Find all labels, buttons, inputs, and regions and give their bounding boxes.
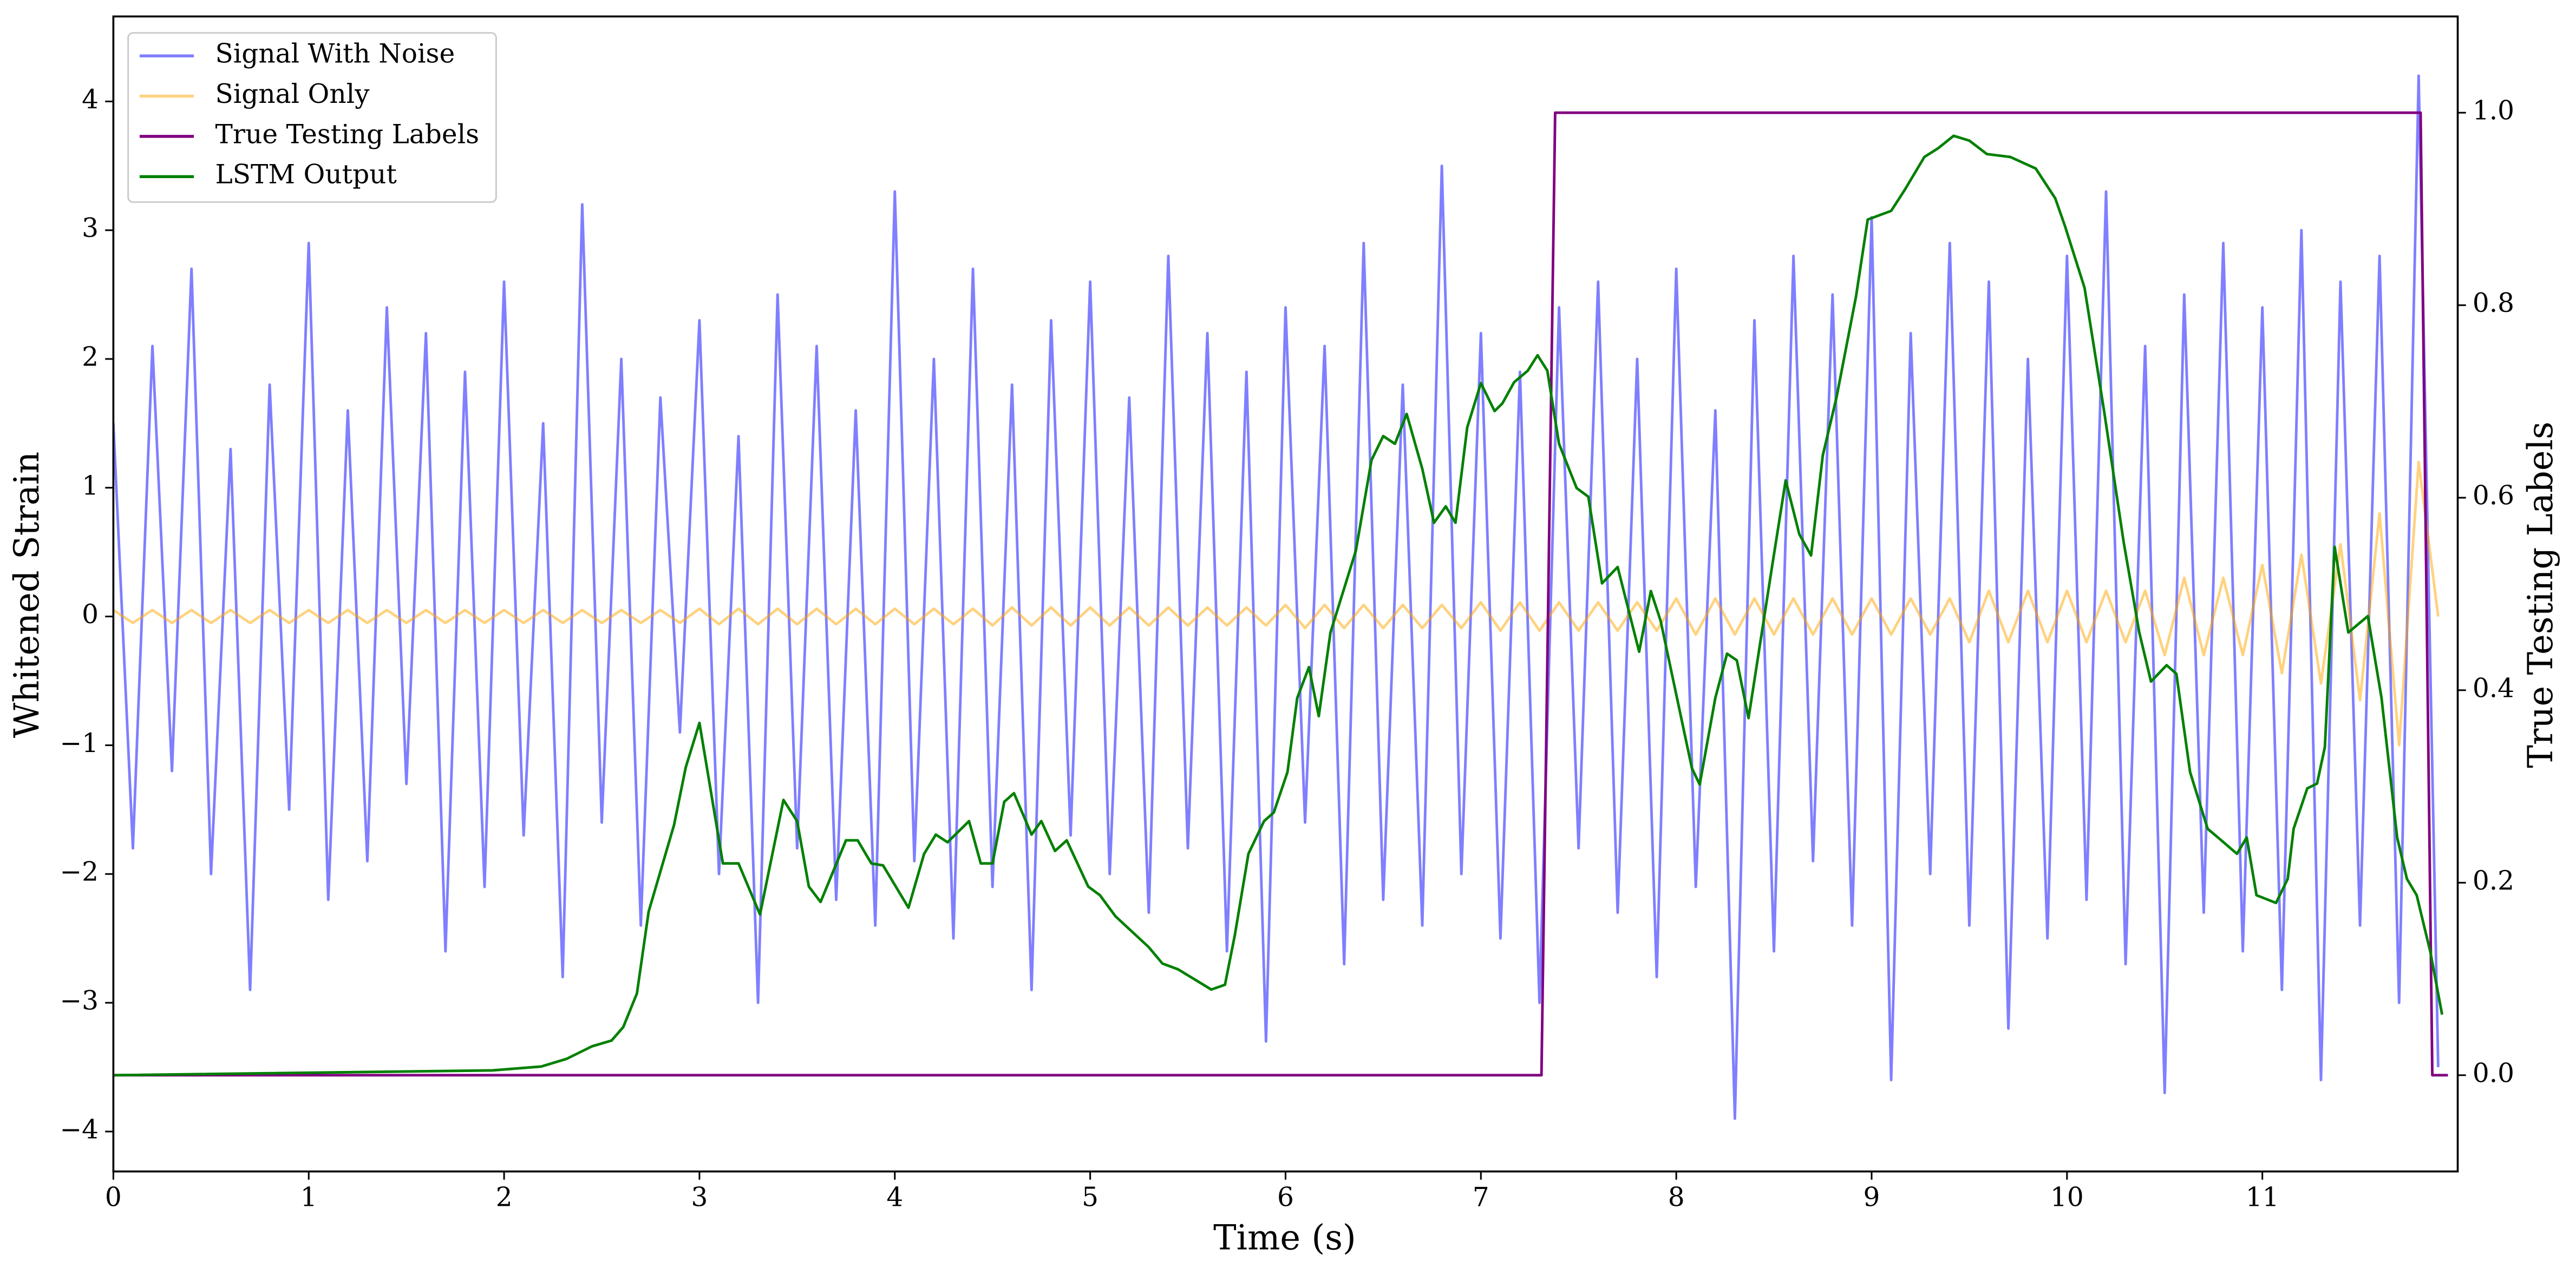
y2-tick-label: 0.2 — [2473, 866, 2514, 896]
series-line — [113, 74, 2440, 1120]
x-tick-label: 3 — [691, 1182, 708, 1213]
x-axis-title: Time (s) — [1213, 1218, 1356, 1258]
legend-label: Signal Only — [215, 79, 370, 109]
y2-tick-label: 0.8 — [2473, 288, 2514, 318]
y-tick-label: 4 — [82, 84, 99, 115]
y2-tick-label: 0.4 — [2473, 673, 2514, 703]
series-line — [113, 134, 2444, 1077]
y-tick-label: −2 — [60, 857, 99, 887]
y2-tick-label: 0.6 — [2473, 481, 2514, 511]
legend-label: True Testing Labels — [215, 119, 480, 149]
x-tick-label: 7 — [1473, 1182, 1489, 1213]
y-tick-label: −4 — [60, 1114, 99, 1145]
plot-frame — [112, 15, 2459, 1173]
series-line — [113, 111, 2448, 1077]
x-tick-label: 9 — [1864, 1182, 1880, 1213]
x-tick-label: 4 — [886, 1182, 903, 1213]
x-tick-label: 8 — [1668, 1182, 1685, 1213]
y-tick-label: −1 — [60, 728, 99, 759]
y-tick-label: 0 — [82, 599, 99, 630]
x-tick-label: 5 — [1082, 1182, 1099, 1213]
legend-label: LSTM Output — [215, 160, 397, 190]
y-tick-label: 2 — [82, 342, 99, 372]
x-tick-label: 2 — [496, 1182, 513, 1213]
x-tick-label: 1 — [300, 1182, 317, 1213]
y2-tick-label: 0.0 — [2473, 1058, 2514, 1088]
y-tick-label: 3 — [82, 213, 99, 244]
x-tick-label: 10 — [2050, 1182, 2084, 1213]
y-tick-label: −3 — [60, 986, 99, 1016]
y-axis-title: Whitened Strain — [7, 452, 47, 738]
y2-tick-label: 1.0 — [2473, 96, 2514, 126]
legend-box — [127, 32, 497, 203]
x-tick-label: 11 — [2246, 1182, 2279, 1213]
y2-axis-title: True Testing Labels — [2521, 422, 2561, 768]
y-tick-label: 1 — [82, 471, 99, 501]
series-line — [113, 460, 2440, 747]
plot-area — [113, 74, 2448, 1120]
x-tick-label: 0 — [105, 1182, 122, 1213]
x-tick-label: 6 — [1277, 1182, 1294, 1213]
legend: Signal With Noise Signal Only True Testing… — [127, 32, 497, 203]
legend-label: Signal With Noise — [215, 39, 455, 69]
